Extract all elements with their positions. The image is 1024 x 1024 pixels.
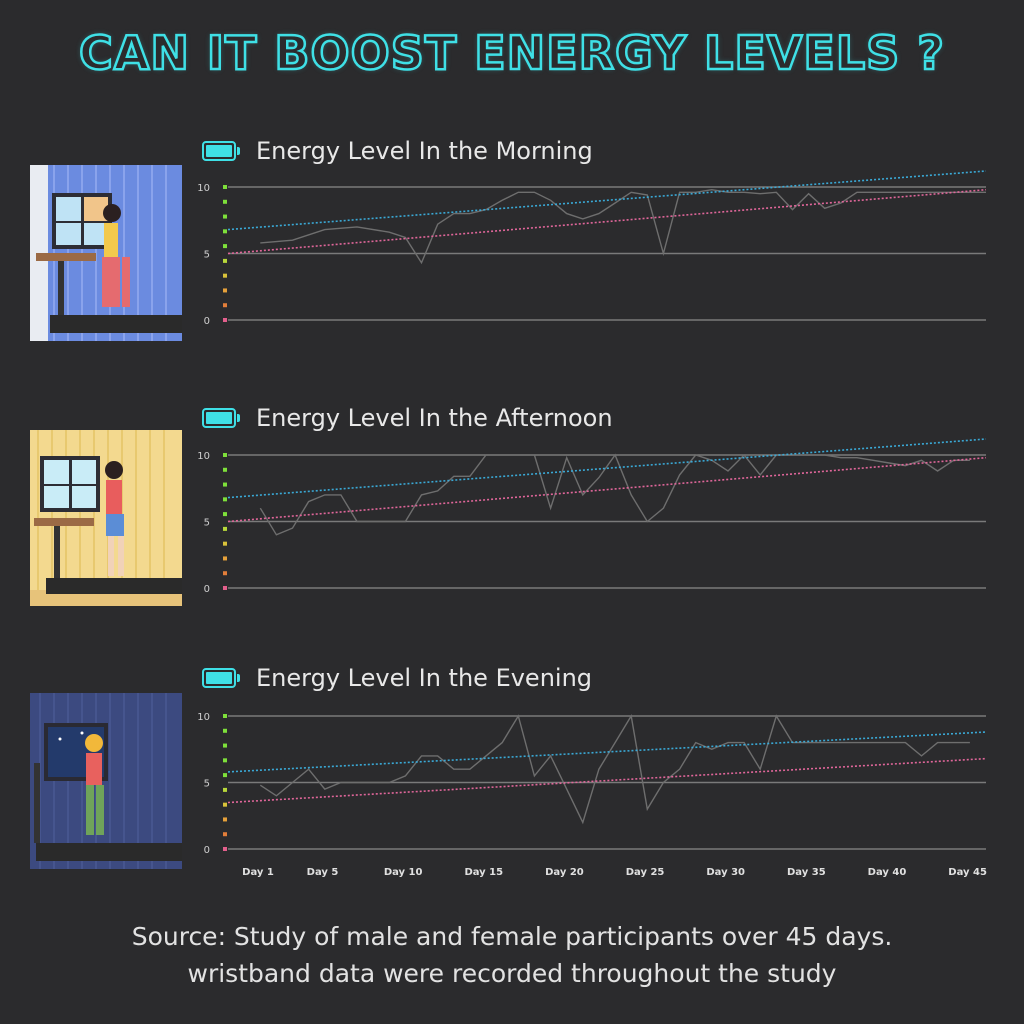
y-axis-dot: [223, 214, 227, 219]
pink-trend-line: [227, 188, 987, 255]
y-axis-dot: [223, 743, 227, 748]
evening-chart-title: Energy Level In the Evening: [256, 664, 593, 692]
y-tick-label: 5: [204, 250, 210, 261]
source-line-2: wristband data were recorded throughout …: [187, 959, 837, 988]
y-tick-label: 5: [204, 779, 210, 790]
morning-illustration: [30, 165, 182, 341]
y-axis-dot: [223, 526, 227, 531]
x-tick-label: Day 1: [242, 867, 274, 878]
y-tick-label: 0: [204, 584, 210, 595]
source-note: Source: Study of male and female partici…: [0, 918, 1024, 992]
y-tick-label: 10: [197, 451, 210, 462]
y-axis-dot: [223, 303, 227, 308]
x-tick-label: Day 15: [464, 867, 503, 878]
evening-illustration: [30, 693, 182, 869]
y-axis-dot: [223, 817, 227, 822]
x-tick-label: Day 25: [626, 867, 665, 878]
page-title: CAN IT BOOST ENERGY LEVELS ?: [78, 25, 945, 82]
y-axis-dot: [223, 199, 227, 204]
y-axis-dot: [223, 714, 227, 718]
y-axis-dot: [223, 571, 227, 576]
y-axis-dot: [223, 318, 227, 322]
energy-series-line: [260, 188, 986, 265]
y-axis-dot: [223, 453, 227, 457]
morning-chart-title: Energy Level In the Morning: [256, 137, 593, 165]
y-axis-dot: [223, 802, 227, 807]
source-line-1: Source: Study of male and female partici…: [131, 922, 893, 951]
x-tick-label: Day 5: [307, 867, 339, 878]
afternoon-illustration: [30, 430, 182, 606]
y-axis-dot: [223, 787, 227, 792]
y-axis-dot: [223, 847, 227, 851]
y-axis-dot: [223, 258, 227, 263]
blue-trend-line: [227, 731, 987, 773]
y-axis-dot: [223, 482, 227, 487]
y-tick-label: 10: [197, 712, 210, 723]
y-axis-dot: [223, 586, 227, 590]
energy-series-line: [259, 714, 970, 825]
x-tick-label: Day 35: [787, 867, 826, 878]
x-tick-label: Day 45: [948, 867, 987, 878]
y-axis-dot: [223, 773, 227, 778]
y-tick-label: 10: [197, 183, 210, 194]
energy-series-line: [259, 453, 970, 536]
y-axis-dot: [223, 273, 227, 278]
y-axis-dot: [223, 832, 227, 837]
y-tick-label: 5: [204, 518, 210, 529]
y-axis-dot: [223, 728, 227, 733]
y-axis-dot: [223, 288, 227, 293]
battery-icon: [202, 408, 240, 428]
pink-trend-line: [227, 757, 987, 804]
pink-trend-line: [227, 456, 987, 523]
y-axis-dot: [223, 497, 227, 502]
x-tick-label: Day 40: [868, 867, 907, 878]
x-tick-label: Day 20: [545, 867, 584, 878]
blue-trend-line: [227, 438, 987, 499]
blue-trend-line: [227, 170, 987, 231]
y-axis-dot: [223, 758, 227, 763]
battery-icon: [202, 141, 240, 161]
y-axis-dot: [223, 467, 227, 472]
x-tick-label: Day 30: [706, 867, 745, 878]
y-tick-label: 0: [204, 845, 210, 856]
y-axis-dot: [223, 244, 227, 249]
battery-icon: [202, 668, 240, 688]
afternoon-chart-title: Energy Level In the Afternoon: [256, 404, 613, 432]
x-tick-label: Day 10: [384, 867, 423, 878]
y-tick-label: 0: [204, 316, 210, 327]
y-axis-dot: [223, 185, 227, 189]
y-axis-dot: [223, 541, 227, 546]
y-axis-dot: [223, 229, 227, 234]
y-axis-dot: [223, 556, 227, 561]
y-axis-dot: [223, 512, 227, 517]
